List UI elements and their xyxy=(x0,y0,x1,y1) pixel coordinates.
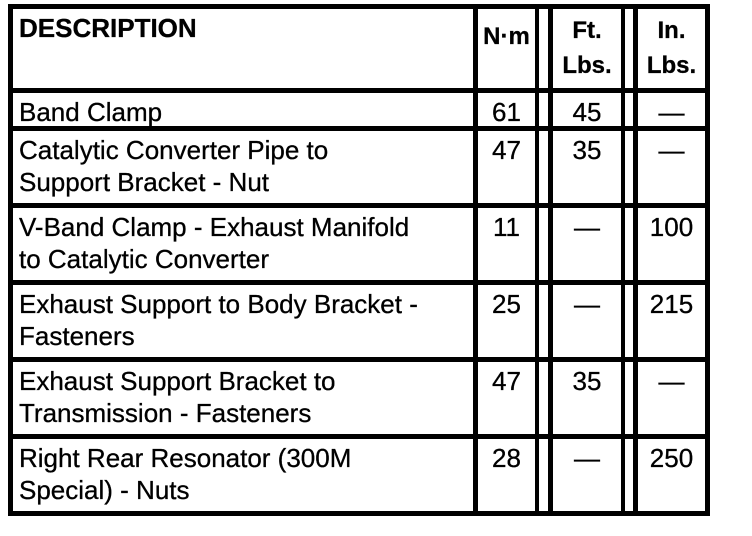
column-divider-gap xyxy=(539,131,548,203)
table-row: Right Rear Resonator (300M Special) - Nu… xyxy=(13,439,705,511)
table-row: Exhaust Support to Body Bracket - Fasten… xyxy=(13,285,705,362)
description-cell: Exhaust Support to Body Bracket - Fasten… xyxy=(19,289,418,351)
nm-value-cell: 11 xyxy=(473,208,539,280)
in-lbs-value-cell: 100 xyxy=(633,208,705,280)
column-header-nm: N·m xyxy=(473,9,539,88)
column-header-ft-lbs: Ft. Lbs. xyxy=(548,9,625,88)
torque-spec-table: DESCRIPTION N·m Ft. Lbs. In. Lbs. Band C… xyxy=(8,4,710,516)
column-divider-gap xyxy=(539,439,548,511)
ft-lbs-value-cell: 35 xyxy=(548,362,625,434)
column-divider-gap xyxy=(539,285,548,357)
ft-lbs-value-cell: 45 xyxy=(548,93,625,126)
column-header-description: DESCRIPTION xyxy=(19,13,197,43)
in-lbs-value-cell: — xyxy=(633,131,705,203)
description-cell: Catalytic Converter Pipe to Support Brac… xyxy=(19,135,329,197)
column-divider-gap xyxy=(625,93,633,126)
ft-lbs-value-cell: — xyxy=(548,208,625,280)
nm-value-cell: 47 xyxy=(473,131,539,203)
table-row: Band Clamp 61 45 — xyxy=(13,93,705,131)
table-header-row: DESCRIPTION N·m Ft. Lbs. In. Lbs. xyxy=(13,9,705,93)
table-row: Exhaust Support Bracket to Transmission … xyxy=(13,362,705,439)
column-divider-gap xyxy=(539,208,548,280)
column-divider-gap xyxy=(539,362,548,434)
description-cell: V-Band Clamp - Exhaust Manifold to Catal… xyxy=(19,212,410,274)
column-header-ft-line1: Ft. xyxy=(572,17,602,44)
in-lbs-value-cell: — xyxy=(633,93,705,126)
description-cell: Band Clamp xyxy=(19,97,163,126)
column-divider-gap xyxy=(625,9,633,88)
in-lbs-value-cell: 215 xyxy=(633,285,705,357)
column-divider-gap xyxy=(625,285,633,357)
nm-value-cell: 61 xyxy=(473,93,539,126)
nm-value-cell: 25 xyxy=(473,285,539,357)
column-header-in-lbs: In. Lbs. xyxy=(633,9,705,88)
column-divider-gap xyxy=(625,439,633,511)
ft-lbs-value-cell: 35 xyxy=(548,131,625,203)
table-row: Catalytic Converter Pipe to Support Brac… xyxy=(13,131,705,208)
nm-value-cell: 28 xyxy=(473,439,539,511)
nm-value-cell: 47 xyxy=(473,362,539,434)
column-divider-gap xyxy=(625,208,633,280)
column-divider-gap xyxy=(539,93,548,126)
ft-lbs-value-cell: — xyxy=(548,439,625,511)
column-header-ft-line2: Lbs. xyxy=(562,52,612,79)
description-cell: Right Rear Resonator (300M Special) - Nu… xyxy=(19,443,352,505)
column-header-in-line1: In. xyxy=(657,17,686,44)
description-cell: Exhaust Support Bracket to Transmission … xyxy=(19,366,336,428)
in-lbs-value-cell: 250 xyxy=(633,439,705,511)
column-divider-gap xyxy=(539,9,548,88)
column-header-in-line2: Lbs. xyxy=(646,52,697,79)
table-row: V-Band Clamp - Exhaust Manifold to Catal… xyxy=(13,208,705,285)
ft-lbs-value-cell: — xyxy=(548,285,625,357)
column-divider-gap xyxy=(625,131,633,203)
in-lbs-value-cell: — xyxy=(633,362,705,434)
column-divider-gap xyxy=(625,362,633,434)
